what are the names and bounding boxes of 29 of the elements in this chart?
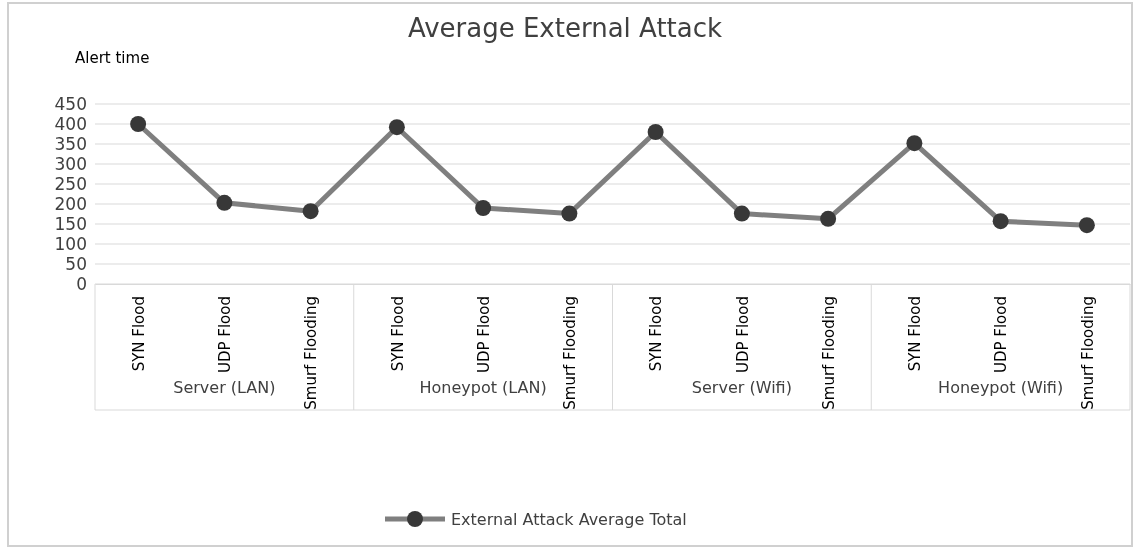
text: Server (Wifi) xyxy=(691,378,792,397)
text: Server (LAN) xyxy=(173,378,276,397)
y-tick-label: 100 xyxy=(54,233,87,254)
x-tick-label: Smurf Flooding xyxy=(302,296,321,410)
x-tick-label: UDP Flood xyxy=(216,296,235,374)
x-tick-label: UDP Flood xyxy=(474,296,493,374)
y-tick-label: 450 xyxy=(54,93,87,114)
x-tick-label: UDP Flood xyxy=(733,296,752,374)
x-tick-label: Smurf Flooding xyxy=(561,296,580,410)
x-tick-label: UDP Flood xyxy=(992,296,1011,374)
y-tick-label: 200 xyxy=(54,193,87,214)
x-tick-label: SYN Flood xyxy=(129,296,148,372)
x-tick-label: SYN Flood xyxy=(388,296,407,372)
x-tick-label: Smurf Flooding xyxy=(819,296,838,410)
y-tick-label: 150 xyxy=(54,213,87,234)
y-tick-label: 0 xyxy=(76,273,87,294)
y-tick-label: 350 xyxy=(54,133,87,154)
text: Honeypot (LAN) xyxy=(419,378,547,397)
y-tick-label: 400 xyxy=(54,113,87,134)
x-tick-label: SYN Flood xyxy=(647,296,666,372)
y-tick-label: 250 xyxy=(54,173,87,194)
text: Honeypot (Wifi) xyxy=(938,378,1064,397)
y-axis-title: Alert time xyxy=(75,49,150,67)
x-tick-label: Smurf Flooding xyxy=(1078,296,1097,410)
chart-title: Average External Attack xyxy=(407,13,723,43)
y-tick-label: 50 xyxy=(65,253,87,274)
legend-label: External Attack Average Total xyxy=(451,509,687,529)
y-tick-label: 300 xyxy=(54,153,87,174)
x-tick-label: SYN Flood xyxy=(906,296,925,372)
